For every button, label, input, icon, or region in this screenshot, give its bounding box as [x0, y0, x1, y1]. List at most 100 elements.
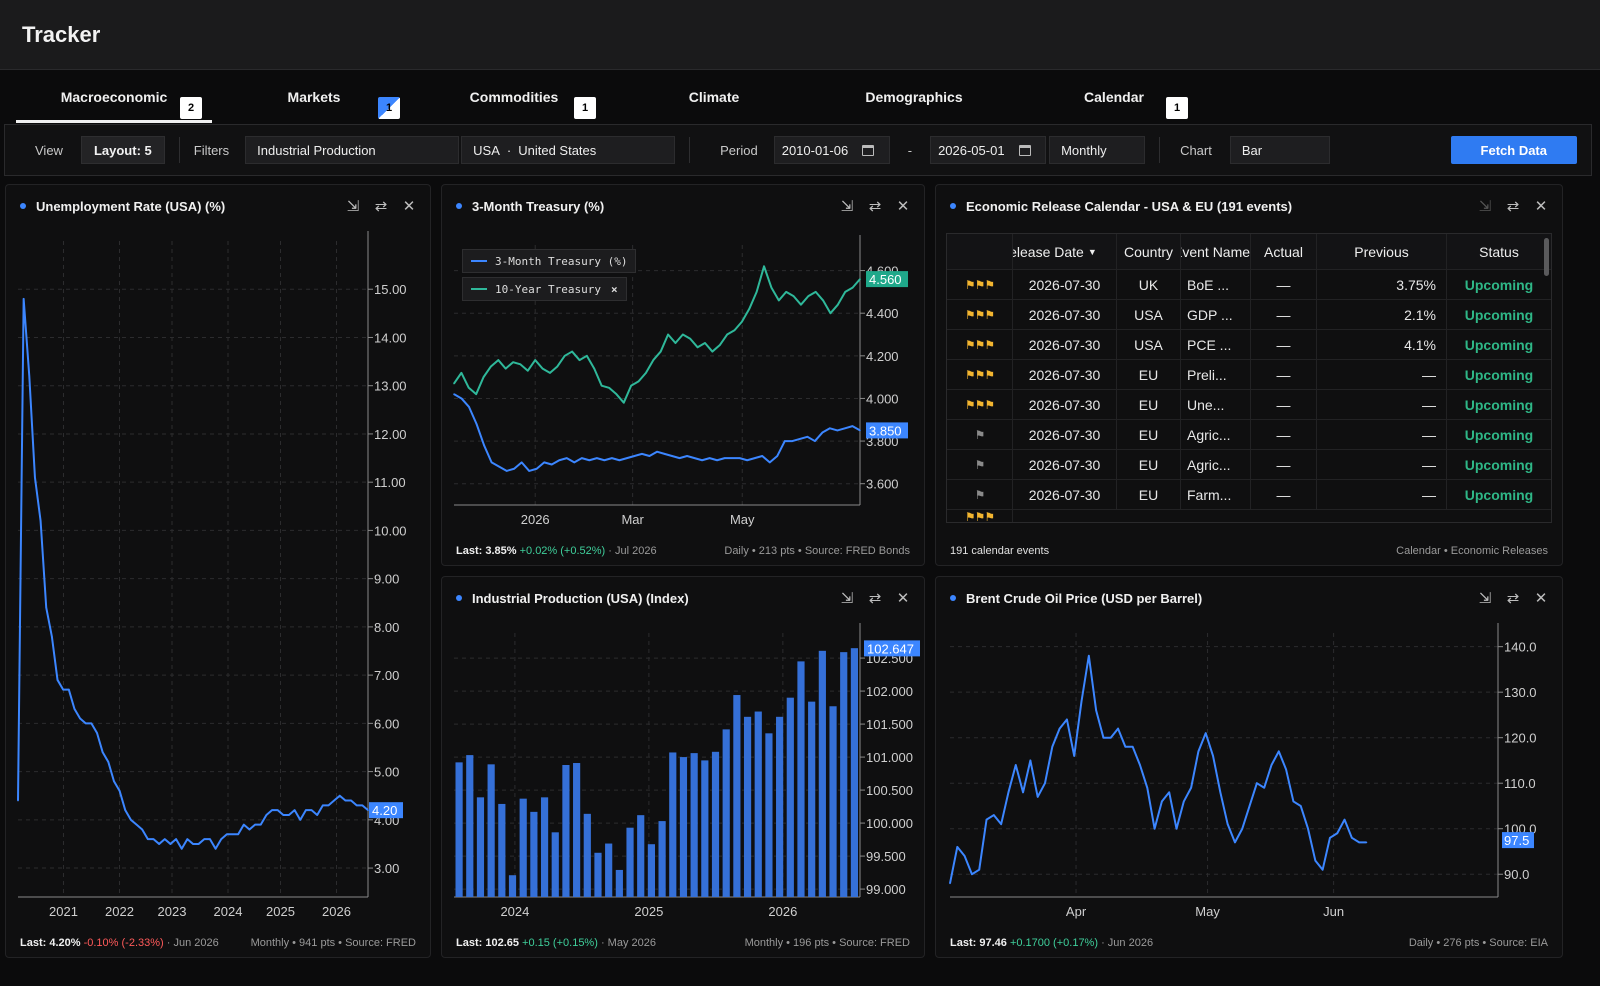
status-cell: Upcoming	[1464, 306, 1534, 323]
chart-type-select[interactable]: Bar	[1229, 136, 1330, 164]
table-row[interactable]: ⚑ 2026-07-30 EU Agric... — — Upcoming	[947, 420, 1551, 450]
swap-icon[interactable]: ⇄	[1506, 590, 1520, 607]
data-point	[163, 838, 166, 840]
tab-markets[interactable]: Markets 1	[214, 70, 414, 124]
data-point	[141, 828, 143, 831]
series-dot	[456, 203, 462, 209]
collapse-icon[interactable]: ⇲	[1478, 590, 1492, 607]
data-point	[1044, 782, 1046, 785]
period-start-input[interactable]: 2010-01-06	[773, 136, 890, 164]
close-icon[interactable]: ✕	[896, 590, 910, 607]
previous-cell: 4.1%	[1317, 330, 1447, 359]
collapse-icon[interactable]: ⇲	[1478, 198, 1492, 215]
data-point	[460, 397, 463, 400]
close-icon[interactable]: ✕	[896, 198, 910, 215]
three-month-treasury-line	[453, 393, 861, 472]
data-point	[763, 265, 765, 268]
legend-item-10-year[interactable]: 10-Year Treasury ×	[462, 277, 627, 301]
column-header-actual[interactable]: Actual	[1251, 234, 1317, 269]
sort-desc-icon[interactable]: ▼	[1087, 246, 1097, 257]
previous-cell: —	[1317, 360, 1447, 389]
legend-item-3-month[interactable]: 3-Month Treasury (%)	[462, 249, 637, 273]
tab-climate[interactable]: Climate	[614, 70, 814, 124]
period-value: · Jun 2026	[1101, 937, 1154, 949]
tab-macroeconomic[interactable]: Macroeconomic 2	[14, 70, 214, 124]
fetch-data-button[interactable]: Fetch Data	[1450, 136, 1577, 164]
column-header-release-date[interactable]: Release Date ▼	[1013, 234, 1117, 269]
data-point	[355, 804, 358, 807]
calendar-icon[interactable]	[1018, 144, 1031, 156]
data-point	[844, 427, 846, 430]
data-point	[124, 809, 127, 811]
table-row[interactable]: ⚑⚑⚑ 2026-07-30 USA PCE ... —4.1% Upcoming	[947, 330, 1551, 360]
data-point	[596, 457, 598, 459]
collapse-icon[interactable]: ⇲	[346, 198, 360, 215]
y-tick-label: 99.500	[866, 849, 906, 864]
importance-flags: ⚑⚑⚑	[947, 510, 1013, 522]
y-tick-label: 4.000	[866, 391, 899, 406]
table-row[interactable]: ⚑ 2026-07-30 EU Farm... — — Upcoming	[947, 480, 1551, 510]
data-point	[837, 303, 839, 306]
column-header-event-name[interactable]: Event Name	[1181, 234, 1251, 269]
swap-icon[interactable]: ⇄	[868, 198, 882, 215]
y-tick-label: 100.500	[866, 783, 913, 798]
table-row[interactable]: ⚑⚑⚑ 2026-07-30 UK BoE ... —3.75% Upcoming	[947, 270, 1551, 300]
legend-remove-icon[interactable]: ×	[610, 282, 618, 296]
period-value: · May 2026	[600, 937, 656, 949]
data-point	[254, 823, 256, 826]
data-point	[158, 843, 160, 845]
column-header-label: Release Date	[1013, 243, 1084, 260]
industrial-production-chart: 99.000 99.500 100.000 100.500 101.000 101.500…	[454, 623, 920, 919]
column-header-country[interactable]: Country	[1117, 234, 1181, 269]
y-tick-label: 102.000	[866, 684, 913, 699]
status-cell: Upcoming	[1464, 396, 1534, 413]
tab-commodities[interactable]: Commodities 1	[414, 70, 614, 124]
unemployment-chart: 3.004.005.006.007.008.009.0010.0011.0012…	[17, 231, 407, 919]
data-point	[851, 425, 854, 427]
table-row[interactable]: ⚑ 2026-07-30 EU Agric... — — Upcoming	[947, 450, 1551, 480]
data-point	[1314, 859, 1317, 862]
brent-panel: Brent Crude Oil Price (USD per Barrel) ⇲…	[935, 576, 1563, 958]
data-point	[1014, 764, 1017, 766]
country-filter[interactable]: USA · United States	[461, 136, 676, 164]
bar	[711, 751, 720, 897]
table-row-partial[interactable]: ⚑⚑⚑	[947, 510, 1551, 522]
swap-icon[interactable]: ⇄	[868, 590, 882, 607]
status-cell: Upcoming	[1464, 366, 1534, 383]
data-point	[56, 679, 59, 681]
data-point	[541, 367, 544, 370]
data-point	[22, 298, 25, 300]
table-header-row: Release Date ▼ Country Event Name Actual…	[947, 234, 1551, 270]
tab-demographics[interactable]: Demographics	[814, 70, 1014, 124]
column-header-status[interactable]: Status	[1479, 243, 1519, 260]
layout-button[interactable]: Layout: 5	[80, 136, 165, 164]
close-icon[interactable]: ✕	[402, 198, 416, 215]
swap-icon[interactable]: ⇄	[1506, 198, 1520, 215]
close-icon[interactable]: ✕	[1534, 198, 1548, 215]
close-icon[interactable]: ✕	[1534, 590, 1548, 607]
swap-icon[interactable]: ⇄	[374, 198, 388, 215]
table-row[interactable]: ⚑⚑⚑ 2026-07-30 EU Preli... — — Upcoming	[947, 360, 1551, 390]
collapse-icon[interactable]: ⇲	[840, 590, 854, 607]
data-point	[701, 459, 703, 462]
x-tick-label: 2025	[266, 904, 295, 919]
data-point	[956, 846, 959, 848]
table-row[interactable]: ⚑⚑⚑ 2026-07-30 USA GDP ... —2.1% Upcoming	[947, 300, 1551, 330]
frequency-select[interactable]: Monthly	[1049, 136, 1146, 164]
column-header-importance[interactable]	[947, 234, 1013, 269]
table-row[interactable]: ⚑⚑⚑ 2026-07-30 EU Une... — — Upcoming	[947, 390, 1551, 420]
data-point	[799, 438, 801, 440]
data-point	[1365, 841, 1368, 844]
column-header-previous[interactable]: Previous	[1317, 234, 1447, 269]
data-point	[34, 476, 36, 479]
tab-calendar[interactable]: Calendar 1	[1014, 70, 1214, 124]
collapse-icon[interactable]: ⇲	[840, 198, 854, 215]
table-scrollbar[interactable]	[1544, 238, 1549, 276]
data-point	[851, 286, 854, 289]
panel-header: Economic Release Calendar - USA & EU (19…	[936, 185, 1562, 227]
calendar-icon[interactable]	[862, 144, 875, 156]
bar	[562, 765, 570, 897]
period-end-input[interactable]: 2026-05-01	[930, 136, 1047, 164]
data-point	[667, 333, 669, 336]
series-filter[interactable]: Industrial Production	[245, 136, 460, 164]
